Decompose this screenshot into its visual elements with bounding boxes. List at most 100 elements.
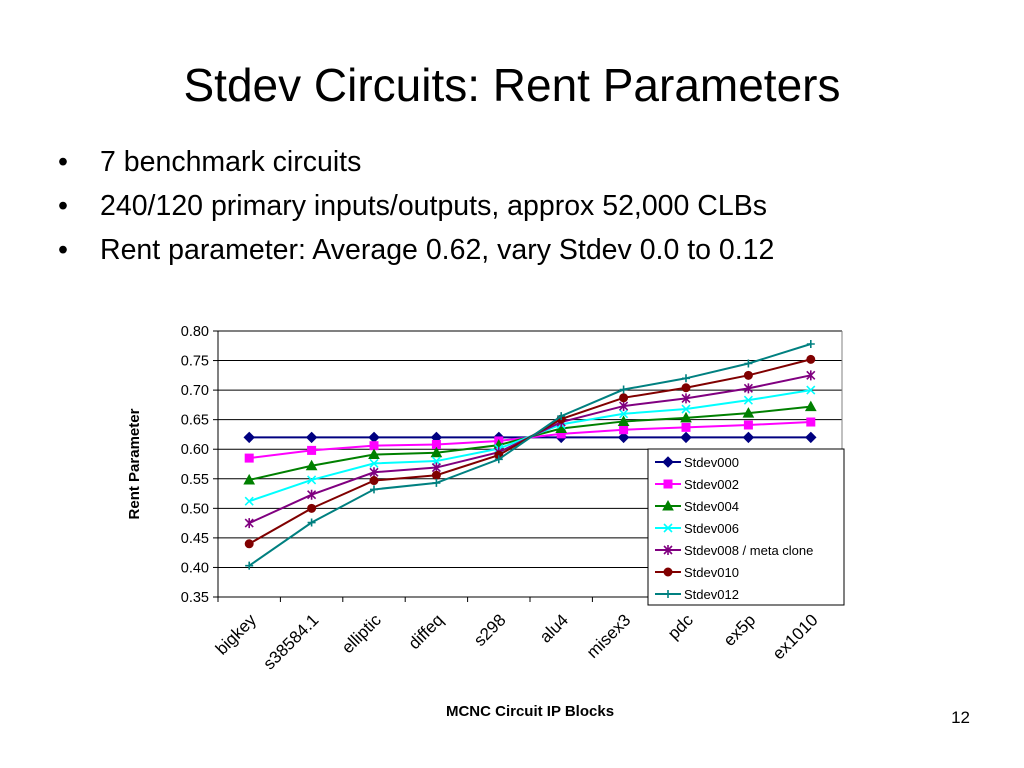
y-tick-label: 0.55 [181,472,209,488]
data-point [681,404,691,414]
data-point [743,420,753,430]
data-point [368,448,380,460]
data-point [431,456,441,466]
legend-marker [663,523,673,533]
legend-label: Stdev008 / meta clone [684,543,813,558]
legend-label: Stdev006 [684,521,739,536]
legend-label: Stdev010 [684,565,739,580]
data-point [681,422,691,432]
x-tick-label: s38584.1 [260,610,323,673]
data-point [806,385,816,395]
data-point [494,455,503,464]
data-point [744,359,753,368]
data-point [619,401,629,412]
data-point [557,412,566,421]
data-point [619,393,629,403]
bullet-item: • 7 benchmark circuits [58,148,774,192]
y-tick-label: 0.35 [181,590,209,606]
data-point [742,431,755,444]
data-point [619,425,629,435]
data-point [681,383,691,393]
data-point [681,393,691,404]
data-point [806,417,816,427]
legend-marker [663,479,673,489]
x-axis-title: MCNC Circuit IP Blocks [446,703,614,720]
y-tick-label: 0.45 [181,531,209,547]
x-tick-label: diffeq [405,610,448,653]
data-point [307,475,317,485]
y-tick-label: 0.70 [181,383,209,399]
data-point [806,370,816,381]
legend-marker [664,590,672,598]
page-number: 12 [951,708,970,727]
data-point [430,446,443,458]
data-point [431,470,441,480]
data-point [680,411,692,423]
x-tick-label: s298 [470,610,510,650]
data-point [617,431,630,444]
legend-label: Stdev012 [684,587,739,602]
data-point [244,539,254,549]
data-point [804,400,817,412]
y-tick-label: 0.50 [181,501,209,517]
data-point [244,518,254,529]
data-point [682,374,690,383]
bullet-text: 240/120 primary inputs/outputs, approx 5… [100,190,767,222]
bullet-text: 7 benchmark circuits [100,146,362,178]
data-point [244,453,254,463]
data-point [617,415,630,426]
slide-title: Stdev Circuits: Rent Parameters [183,59,841,111]
data-point [806,340,815,349]
x-tick-label: misex3 [583,610,635,662]
data-point [555,422,568,434]
data-point [305,431,318,444]
data-point [368,431,380,444]
data-point [743,370,753,380]
data-point [369,467,379,478]
y-axis-title: Rent Parameter [126,408,143,519]
data-point [370,485,378,494]
data-point [245,561,254,570]
bullet-item: • Rent parameter: Average 0.62, vary Stde… [58,236,774,280]
data-point [369,441,379,451]
data-point [307,503,317,513]
data-point [619,409,629,419]
data-point [243,431,255,444]
y-tick-label: 0.40 [181,560,209,576]
x-tick-label: ex1010 [769,610,822,663]
bullet-marker: • [58,146,68,178]
legend-marker [663,545,673,555]
data-point [805,431,817,444]
data-point [369,476,379,486]
data-point [806,354,816,364]
x-tick-label: bigkey [212,610,261,659]
y-tick-label: 0.75 [181,354,209,370]
data-point [307,518,316,527]
series-line [248,343,812,567]
data-point [307,445,317,455]
x-tick-label: alu4 [536,610,572,646]
legend-label: Stdev002 [684,477,739,492]
bullet-list: • 7 benchmark circuits • 240/120 primary i… [58,148,774,280]
data-point [742,407,755,418]
data-point [743,383,753,394]
data-point [619,385,628,394]
data-point [243,473,256,485]
legend-label: Stdev000 [684,455,739,470]
bullet-text: Rent parameter: Average 0.62, vary Stdev… [100,234,775,266]
data-point [743,395,753,405]
y-tick-label: 0.60 [181,442,209,458]
data-point [680,431,692,444]
data-point [305,459,318,471]
data-point [244,496,254,506]
x-tick-label: pdc [664,610,697,643]
y-tick-label: 0.80 [181,324,209,340]
y-tick-label: 0.65 [181,413,209,429]
data-point [369,458,379,468]
data-point [307,489,317,500]
legend-marker [662,456,674,468]
bullet-marker: • [58,190,68,222]
x-tick-label: elliptic [338,610,385,657]
